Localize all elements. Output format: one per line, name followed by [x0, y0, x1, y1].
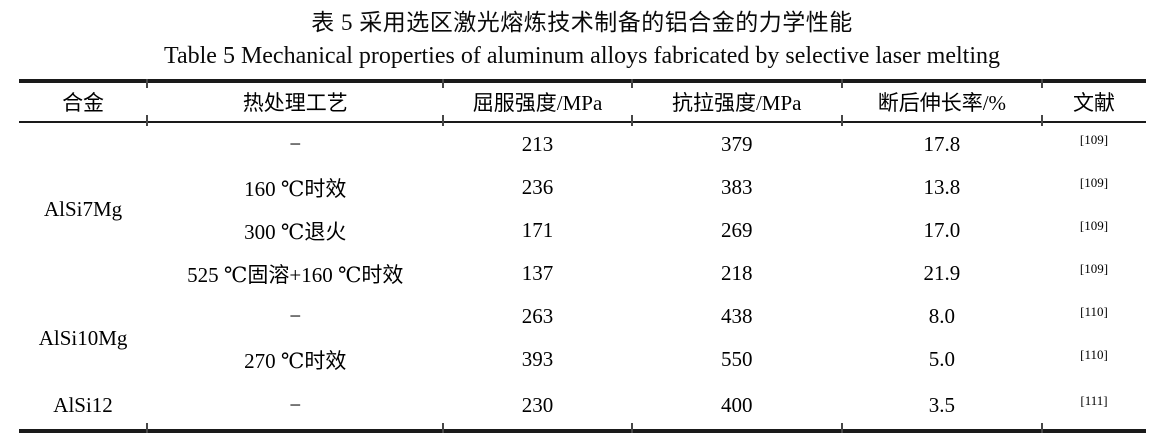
column-header-heat-treatment: 热处理工艺	[147, 81, 444, 123]
cell-elongation: 5.0	[928, 347, 955, 371]
column-boundary-tick	[840, 79, 843, 88]
reference-superscript: [109]	[1079, 261, 1109, 276]
column-header-alloy: 合金	[19, 81, 148, 123]
cell-reference: [110]	[1042, 338, 1146, 381]
cell-treatment: 525 ℃固溶+160 ℃时效	[187, 262, 404, 287]
table-row: 160 ℃时效 236 383 13.8 [109]	[19, 166, 1146, 209]
column-boundary-tick	[442, 79, 445, 88]
cell-tensile-strength: 550	[720, 347, 753, 371]
cell-elongation: 17.0	[923, 218, 961, 242]
reference-superscript: [109]	[1079, 132, 1109, 147]
cell-reference: [109]	[1042, 122, 1146, 166]
column-boundary-tick	[630, 115, 633, 126]
column-header-tensile-strength: 抗拉强度/MPa	[631, 81, 842, 123]
cell-tensile-strength: 400	[720, 392, 753, 417]
cell-yield-strength: 171	[521, 218, 554, 242]
cell-elongation: 8.0	[928, 304, 955, 328]
mechanical-properties-table: 合金 热处理工艺 屈服强度/MPa 抗拉强度/MPa 断后伸长率/% 文献 Al…	[19, 79, 1146, 433]
cell-treatment: 160 ℃时效	[244, 176, 347, 201]
cell-tensile-strength: 218	[720, 261, 753, 285]
cell-reference: [111]	[1042, 381, 1146, 431]
table-row: AlSi7Mg − 213 379 17.8 [109]	[19, 122, 1146, 221]
column-boundary-tick	[146, 115, 149, 126]
cell-treatment: 300 ℃退火	[244, 219, 347, 244]
cell-alloy: AlSi12	[53, 392, 113, 417]
header-row: 合金 热处理工艺 屈服强度/MPa 抗拉强度/MPa 断后伸长率/% 文献	[19, 81, 1146, 123]
cell-treatment: −	[289, 392, 302, 417]
cell-yield-strength: 213	[521, 132, 554, 156]
column-boundary-tick	[442, 423, 445, 433]
column-boundary-tick	[442, 115, 445, 126]
table-caption-chinese: 表 5 采用选区激光熔炼技术制备的铝合金的力学性能	[311, 10, 853, 35]
cell-alloy: AlSi10Mg	[38, 325, 128, 350]
table-row: 525 ℃固溶+160 ℃时效 137 218 21.9 [109]	[19, 252, 1146, 295]
table-row: AlSi12 − 230 400 3.5 [111]	[19, 381, 1146, 431]
cell-yield-strength: 263	[521, 304, 554, 328]
reference-superscript: [110]	[1080, 347, 1108, 362]
column-boundary-tick	[840, 423, 843, 433]
column-boundary-tick	[146, 79, 149, 88]
reference-superscript: [110]	[1080, 304, 1108, 319]
cell-elongation: 13.8	[923, 175, 961, 199]
column-header-reference: 文献	[1041, 81, 1146, 123]
table-row: 300 ℃退火 171 269 17.0 [109]	[19, 209, 1146, 252]
table-row: AlSi10Mg − 263 438 8.0 [110]	[19, 295, 1146, 350]
cell-tensile-strength: 383	[720, 175, 753, 199]
cell-reference: [109]	[1042, 252, 1146, 295]
column-boundary-tick	[840, 115, 843, 126]
cell-elongation: 21.9	[923, 261, 961, 285]
column-boundary-tick	[1040, 79, 1043, 88]
cell-reference: [109]	[1042, 166, 1146, 209]
cell-tensile-strength: 438	[720, 304, 753, 328]
table-container: 合金 热处理工艺 屈服强度/MPa 抗拉强度/MPa 断后伸长率/% 文献 Al…	[19, 79, 1146, 433]
cell-elongation: 17.8	[923, 132, 961, 156]
cell-treatment: 270 ℃时效	[244, 348, 347, 373]
cell-reference: [109]	[1042, 209, 1146, 252]
cell-yield-strength: 236	[521, 175, 554, 199]
column-header-yield-strength: 屈服强度/MPa	[443, 81, 632, 123]
column-boundary-tick	[630, 423, 633, 433]
cell-alloy: AlSi7Mg	[43, 196, 123, 221]
column-boundary-tick	[630, 79, 633, 88]
reference-superscript: [111]	[1080, 392, 1108, 408]
cell-tensile-strength: 269	[720, 218, 753, 242]
column-header-elongation: 断后伸长率/%	[841, 81, 1042, 123]
column-boundary-tick	[1040, 423, 1043, 433]
reference-superscript: [109]	[1079, 175, 1109, 190]
cell-elongation: 3.5	[928, 392, 955, 417]
cell-reference: [110]	[1042, 295, 1146, 338]
reference-superscript: [109]	[1079, 218, 1109, 233]
column-boundary-tick	[146, 423, 149, 433]
cell-treatment: −	[289, 132, 302, 156]
table-row: 270 ℃时效 393 550 5.0 [110]	[19, 338, 1146, 381]
cell-treatment: −	[289, 304, 302, 328]
cell-tensile-strength: 379	[720, 132, 753, 156]
table-caption-english: Table 5 Mechanical properties of aluminu…	[163, 43, 1000, 69]
column-boundary-tick	[1040, 115, 1043, 126]
cell-yield-strength: 137	[521, 261, 554, 285]
cell-yield-strength: 393	[521, 347, 554, 371]
cell-yield-strength: 230	[521, 392, 554, 417]
